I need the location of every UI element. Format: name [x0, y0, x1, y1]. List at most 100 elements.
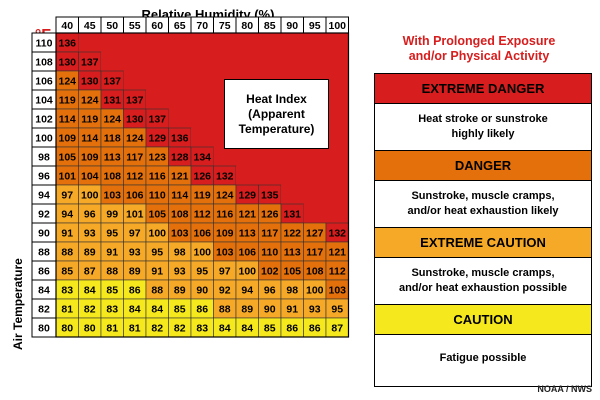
heat-cell	[191, 242, 214, 261]
heat-cell	[303, 52, 326, 71]
heat-cell	[146, 185, 169, 204]
heat-cell	[236, 147, 259, 166]
legend-item-extreme-danger: EXTREME DANGER	[375, 74, 591, 104]
heat-cell	[326, 318, 349, 337]
heat-cell	[281, 52, 304, 71]
heat-cell	[56, 52, 79, 71]
y-tick-label: 96	[38, 171, 50, 183]
heat-value: 103	[216, 247, 234, 259]
heat-value: 82	[84, 304, 96, 316]
heat-cell	[78, 52, 101, 71]
x-tick-label: 40	[61, 20, 73, 32]
heat-value: 116	[216, 209, 233, 221]
heat-cell	[101, 280, 124, 299]
heat-cell	[236, 318, 259, 337]
heat-value: 106	[126, 190, 144, 202]
legend-title: With Prolonged Exposure and/or Physical …	[374, 34, 584, 64]
heat-value: 103	[171, 228, 189, 240]
heat-value: 81	[61, 304, 73, 316]
heat-value: 81	[129, 323, 141, 335]
heat-cell	[258, 280, 281, 299]
heat-value: 100	[306, 285, 324, 297]
heat-cell	[123, 90, 146, 109]
heat-value: 106	[193, 228, 211, 240]
credit: NOAA / NWS	[537, 384, 592, 394]
heat-value: 127	[306, 228, 324, 240]
x-tick-label: 85	[264, 20, 276, 32]
legend: EXTREME DANGER Heat stroke or sunstroke h…	[374, 73, 592, 387]
heat-cell	[146, 204, 169, 223]
heat-value: 137	[103, 76, 121, 88]
heat-value: 101	[126, 209, 144, 221]
y-tick-label: 100	[35, 133, 53, 145]
heat-cell	[146, 280, 169, 299]
heat-value: 81	[106, 323, 118, 335]
heat-cell	[123, 185, 146, 204]
x-tick-label: 80	[241, 20, 253, 32]
heat-cell	[258, 52, 281, 71]
heat-value: 129	[238, 190, 256, 202]
heat-cell	[123, 280, 146, 299]
heat-index-box-line: (Apparent	[248, 106, 305, 121]
heat-value: 130	[58, 57, 76, 69]
heat-value: 100	[238, 266, 256, 278]
heat-cell	[191, 33, 214, 52]
y-tick-label: 86	[38, 266, 50, 278]
heat-cell	[191, 90, 214, 109]
heat-value: 114	[59, 114, 76, 126]
heat-value: 86	[196, 304, 208, 316]
heat-cell	[191, 52, 214, 71]
heat-value: 84	[129, 304, 141, 316]
heat-cell	[326, 166, 349, 185]
heat-cell	[101, 185, 124, 204]
heat-value: 117	[126, 152, 143, 164]
heat-cell	[213, 242, 236, 261]
heat-value: 136	[171, 133, 189, 145]
heat-cell	[146, 90, 169, 109]
heat-value: 90	[196, 285, 208, 297]
heat-cell	[78, 299, 101, 318]
heat-cell	[213, 223, 236, 242]
legend-desc-line: and/or heat exhaustion likely	[407, 205, 559, 217]
heat-cell	[146, 166, 169, 185]
heat-value: 94	[241, 285, 253, 297]
heat-cell	[213, 52, 236, 71]
heat-cell	[326, 33, 349, 52]
heat-value: 80	[61, 323, 73, 335]
heat-cell	[78, 128, 101, 147]
heat-cell	[213, 185, 236, 204]
heat-value: 89	[241, 304, 253, 316]
heat-cell	[56, 185, 79, 204]
heat-value: 105	[148, 209, 166, 221]
y-tick-label: 88	[38, 247, 50, 259]
heat-cell	[101, 223, 124, 242]
heat-value: 113	[239, 228, 256, 240]
heat-cell	[56, 71, 79, 90]
heat-value: 105	[283, 266, 301, 278]
heat-cell	[78, 318, 101, 337]
heat-value: 83	[196, 323, 208, 335]
heat-value: 98	[174, 247, 186, 259]
y-tick-label: 102	[35, 114, 53, 126]
heat-cell	[78, 90, 101, 109]
heat-cell	[101, 109, 124, 128]
heat-value: 119	[81, 114, 98, 126]
heat-cell	[236, 52, 259, 71]
heat-value: 124	[126, 133, 144, 145]
heat-value: 80	[84, 323, 96, 335]
heat-cell	[258, 204, 281, 223]
heat-cell	[236, 299, 259, 318]
heat-value: 121	[238, 209, 256, 221]
heat-cell	[213, 261, 236, 280]
heat-cell	[168, 318, 191, 337]
heat-cell	[213, 33, 236, 52]
heat-cell	[123, 109, 146, 128]
legend-item-caution: CAUTION	[375, 305, 591, 335]
heat-value: 96	[264, 285, 276, 297]
heat-cell	[326, 223, 349, 242]
heat-value: 130	[81, 76, 99, 88]
heat-value: 112	[194, 209, 211, 221]
legend-desc-line: highly likely	[451, 128, 515, 140]
heat-value: 95	[196, 266, 208, 278]
x-tick-label: 75	[219, 20, 231, 32]
